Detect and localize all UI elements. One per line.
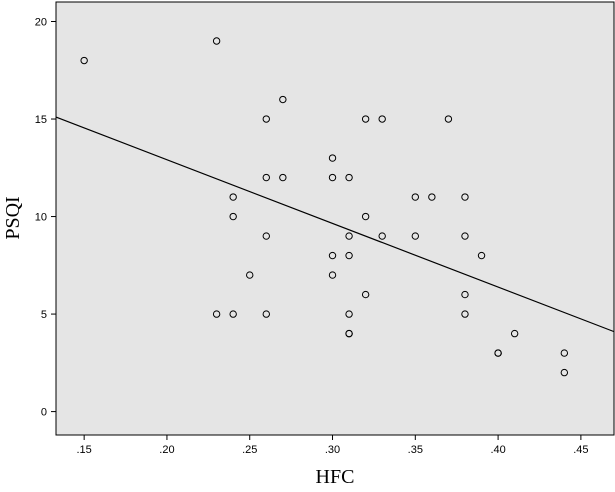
- data-point: [428, 193, 436, 201]
- data-point: [229, 310, 237, 318]
- data-point: [212, 37, 221, 45]
- data-point: [345, 310, 353, 318]
- data-point: [411, 193, 420, 201]
- data-point: [345, 232, 353, 240]
- data-point: [262, 173, 270, 182]
- data-point: [560, 368, 569, 377]
- data-point: [345, 251, 353, 260]
- data-point: [361, 115, 370, 123]
- data-point: [461, 310, 469, 318]
- regression-line: [55, 116, 615, 333]
- fit-line-layer: [55, 116, 615, 333]
- x-tick-label: .20: [159, 444, 174, 456]
- data-point: [262, 310, 270, 318]
- y-tick-label: 0: [41, 407, 47, 419]
- data-point: [378, 232, 386, 240]
- x-tick-label: .30: [325, 444, 340, 456]
- data-point: [212, 310, 221, 318]
- data-point: [328, 173, 337, 182]
- data-point: [378, 115, 386, 123]
- x-tick-label: .45: [573, 444, 588, 456]
- y-tick-label: 5: [41, 309, 47, 321]
- data-point: [262, 232, 270, 240]
- data-point: [461, 232, 469, 240]
- data-point: [510, 329, 519, 338]
- data-point: [328, 271, 337, 279]
- data-point: [246, 271, 254, 279]
- x-axis-title: HFC: [316, 466, 355, 487]
- plot-area: [55, 1, 615, 436]
- data-point: [361, 290, 370, 299]
- data-point: [229, 212, 237, 221]
- data-point: [361, 212, 370, 221]
- data-point: [262, 115, 270, 123]
- data-point: [328, 251, 337, 260]
- data-point: [328, 154, 337, 162]
- y-tick-label: 10: [35, 212, 47, 224]
- x-tick-label: .25: [242, 444, 257, 456]
- y-tick-label: 20: [35, 17, 47, 29]
- x-tick-label: .35: [408, 444, 423, 456]
- data-point: [80, 56, 88, 65]
- data-point: [477, 251, 486, 260]
- data-point: [345, 329, 353, 338]
- data-point: [345, 173, 353, 182]
- data-point: [494, 349, 502, 357]
- data-point: [461, 290, 469, 299]
- points-layer: [80, 37, 569, 377]
- data-point: [279, 95, 287, 104]
- axis-ticks: .15 .20 .25 .30 .35 .40 .45 0 5 10 15 20: [35, 17, 589, 456]
- data-point: [560, 349, 569, 357]
- y-axis-title: PSQI: [2, 196, 24, 239]
- data-point: [461, 193, 469, 201]
- x-tick-label: .15: [76, 444, 91, 456]
- data-point: [279, 173, 287, 182]
- y-tick-label: 15: [35, 114, 47, 126]
- data-point: [444, 115, 453, 123]
- data-point: [411, 232, 420, 240]
- data-point: [229, 193, 237, 201]
- x-tick-label: .40: [490, 444, 505, 456]
